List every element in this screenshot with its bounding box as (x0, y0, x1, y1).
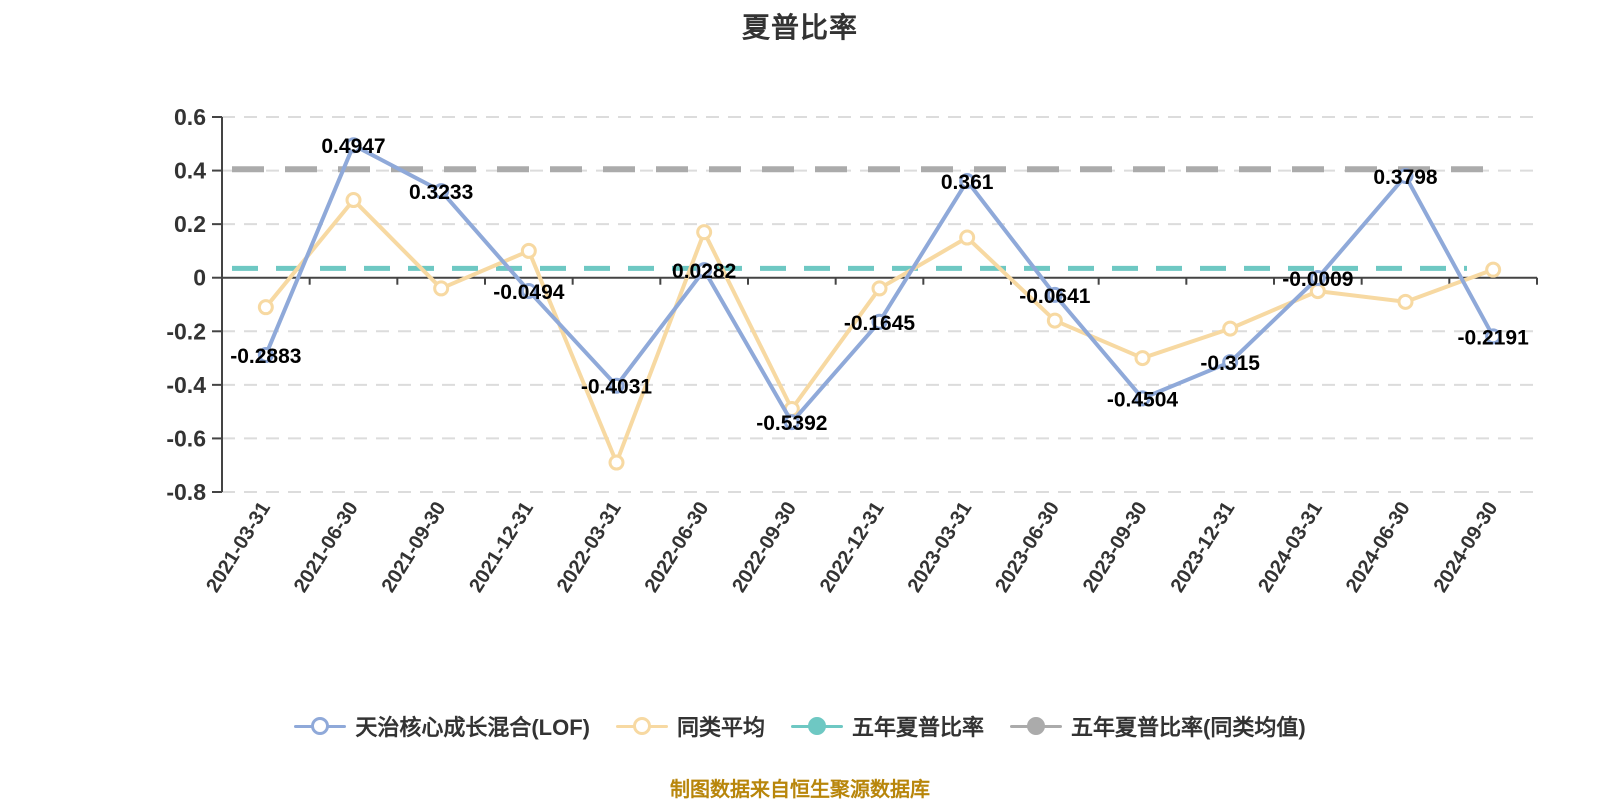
data-point-marker-fund[interactable] (1309, 269, 1326, 286)
x-tick-label: 2023-03-31 (904, 498, 977, 596)
data-point-label: 0.361 (941, 171, 994, 194)
y-tick-label: 0.2 (174, 211, 206, 237)
x-tick-label: 2022-06-30 (641, 498, 714, 596)
data-point-marker-fund[interactable] (520, 282, 537, 299)
x-tick-label: 2022-03-31 (553, 498, 626, 596)
data-point-label: -0.4504 (1107, 388, 1179, 411)
x-tick-label: 2023-09-30 (1079, 498, 1152, 596)
data-point-label: -0.2883 (230, 345, 301, 368)
y-tick-label: -0.4 (166, 372, 206, 398)
data-point-label: -0.0641 (1019, 285, 1091, 308)
legend-item-1[interactable]: 同类平均 (615, 710, 765, 742)
data-point-marker-fund[interactable] (959, 173, 976, 190)
data-point-label: 0.4947 (321, 135, 385, 158)
x-tick-label: 2024-09-30 (1430, 498, 1503, 596)
data-point-marker-fund[interactable] (871, 313, 888, 330)
data-point-label: -0.315 (1200, 352, 1260, 375)
data-point-marker-fund[interactable] (696, 262, 713, 279)
legend-marker-icon (615, 716, 668, 736)
x-tick-label: 2021-06-30 (290, 498, 363, 596)
chart-title: 夏普比率 (741, 12, 858, 43)
data-point-marker-fund[interactable] (1397, 167, 1414, 184)
data-point-marker-peer[interactable] (1397, 293, 1414, 310)
y-tick-label: 0 (193, 265, 206, 291)
data-point-marker-fund[interactable] (1134, 390, 1151, 407)
x-tick-label: 2021-03-31 (202, 498, 275, 596)
data-point-marker-peer[interactable] (1046, 312, 1063, 329)
data-point-marker-peer[interactable] (1485, 261, 1502, 278)
x-tick-label: 2023-06-30 (991, 498, 1064, 596)
legend-item-0[interactable]: 天治核心成长混合(LOF) (294, 710, 590, 742)
legend-label: 五年夏普比率 (852, 715, 985, 740)
data-point-label: -0.5392 (756, 412, 827, 435)
x-tick-label: 2024-06-30 (1342, 498, 1415, 596)
data-point-marker-peer[interactable] (608, 454, 625, 471)
x-tick-label: 2024-03-31 (1254, 498, 1327, 596)
x-tick-label: 2022-12-31 (816, 498, 889, 596)
y-tick-label: -0.8 (166, 479, 206, 505)
x-tick-label: 2021-09-30 (378, 498, 451, 596)
legend: 天治核心成长混合(LOF) 同类平均 五年夏普比率 五年夏普比率(同类均值) (0, 710, 1600, 742)
legend-label: 五年夏普比率(同类均值) (1071, 715, 1306, 740)
legend-circle-icon (311, 717, 330, 735)
footer-note: 制图数据来自恒生聚源数据库 (670, 779, 930, 800)
legend-circle-icon (632, 717, 651, 735)
data-point-marker-peer[interactable] (345, 192, 362, 209)
data-point-marker-peer[interactable] (871, 280, 888, 297)
data-point-label: -0.2191 (1458, 326, 1530, 349)
data-point-label: 0.3233 (409, 181, 473, 204)
legend-label: 同类平均 (676, 715, 765, 740)
data-point-marker-fund[interactable] (1485, 328, 1502, 345)
data-point-marker-peer[interactable] (433, 280, 450, 297)
data-point-marker-fund[interactable] (257, 346, 274, 363)
data-point-label: -0.0009 (1282, 268, 1353, 291)
legend-item-2[interactable]: 五年夏普比率 (791, 710, 984, 742)
legend-marker-icon (1010, 716, 1063, 736)
data-point-label: 0.3798 (1373, 166, 1438, 189)
x-tick-label: 2022-09-30 (728, 498, 801, 596)
data-point-marker-fund[interactable] (608, 377, 625, 394)
y-tick-label: -0.6 (166, 425, 206, 451)
data-point-marker-fund[interactable] (1046, 286, 1063, 303)
plot-area: 0.6 0.4 0.2 0 -0.2 -0.4 -0.6 -0.8 -0.2883 0.4947 0… (166, 104, 1538, 596)
data-point-marker-fund[interactable] (433, 183, 450, 200)
data-point-marker-peer[interactable] (959, 229, 976, 246)
x-tick-label: 2021-12-31 (465, 498, 538, 596)
data-point-marker-peer[interactable] (257, 299, 274, 316)
data-point-label: -0.4031 (581, 376, 653, 399)
data-point-marker-fund[interactable] (345, 137, 362, 154)
legend-circle-icon (808, 717, 826, 735)
data-point-label: -0.1645 (844, 312, 916, 335)
data-point-marker-peer[interactable] (1134, 350, 1151, 367)
legend-item-3[interactable]: 五年夏普比率(同类均值) (1010, 710, 1306, 742)
data-point-marker-fund[interactable] (783, 414, 800, 431)
data-point-marker-peer[interactable] (520, 242, 537, 259)
legend-marker-icon (791, 716, 843, 736)
data-point-marker-peer[interactable] (1222, 320, 1239, 337)
x-tick-label: 2023-12-31 (1167, 498, 1240, 596)
legend-label: 天治核心成长混合(LOF) (355, 715, 590, 740)
legend-marker-icon (294, 716, 347, 736)
legend-circle-icon (1027, 717, 1046, 735)
y-tick-label: -0.2 (166, 318, 206, 344)
y-tick-label: 0.6 (174, 104, 206, 130)
y-tick-label: 0.4 (174, 158, 206, 184)
data-point-marker-peer[interactable] (696, 224, 713, 241)
data-point-marker-fund[interactable] (1222, 354, 1239, 371)
data-point-label: 0.0282 (672, 260, 736, 283)
data-point-label: -0.0494 (493, 281, 565, 304)
